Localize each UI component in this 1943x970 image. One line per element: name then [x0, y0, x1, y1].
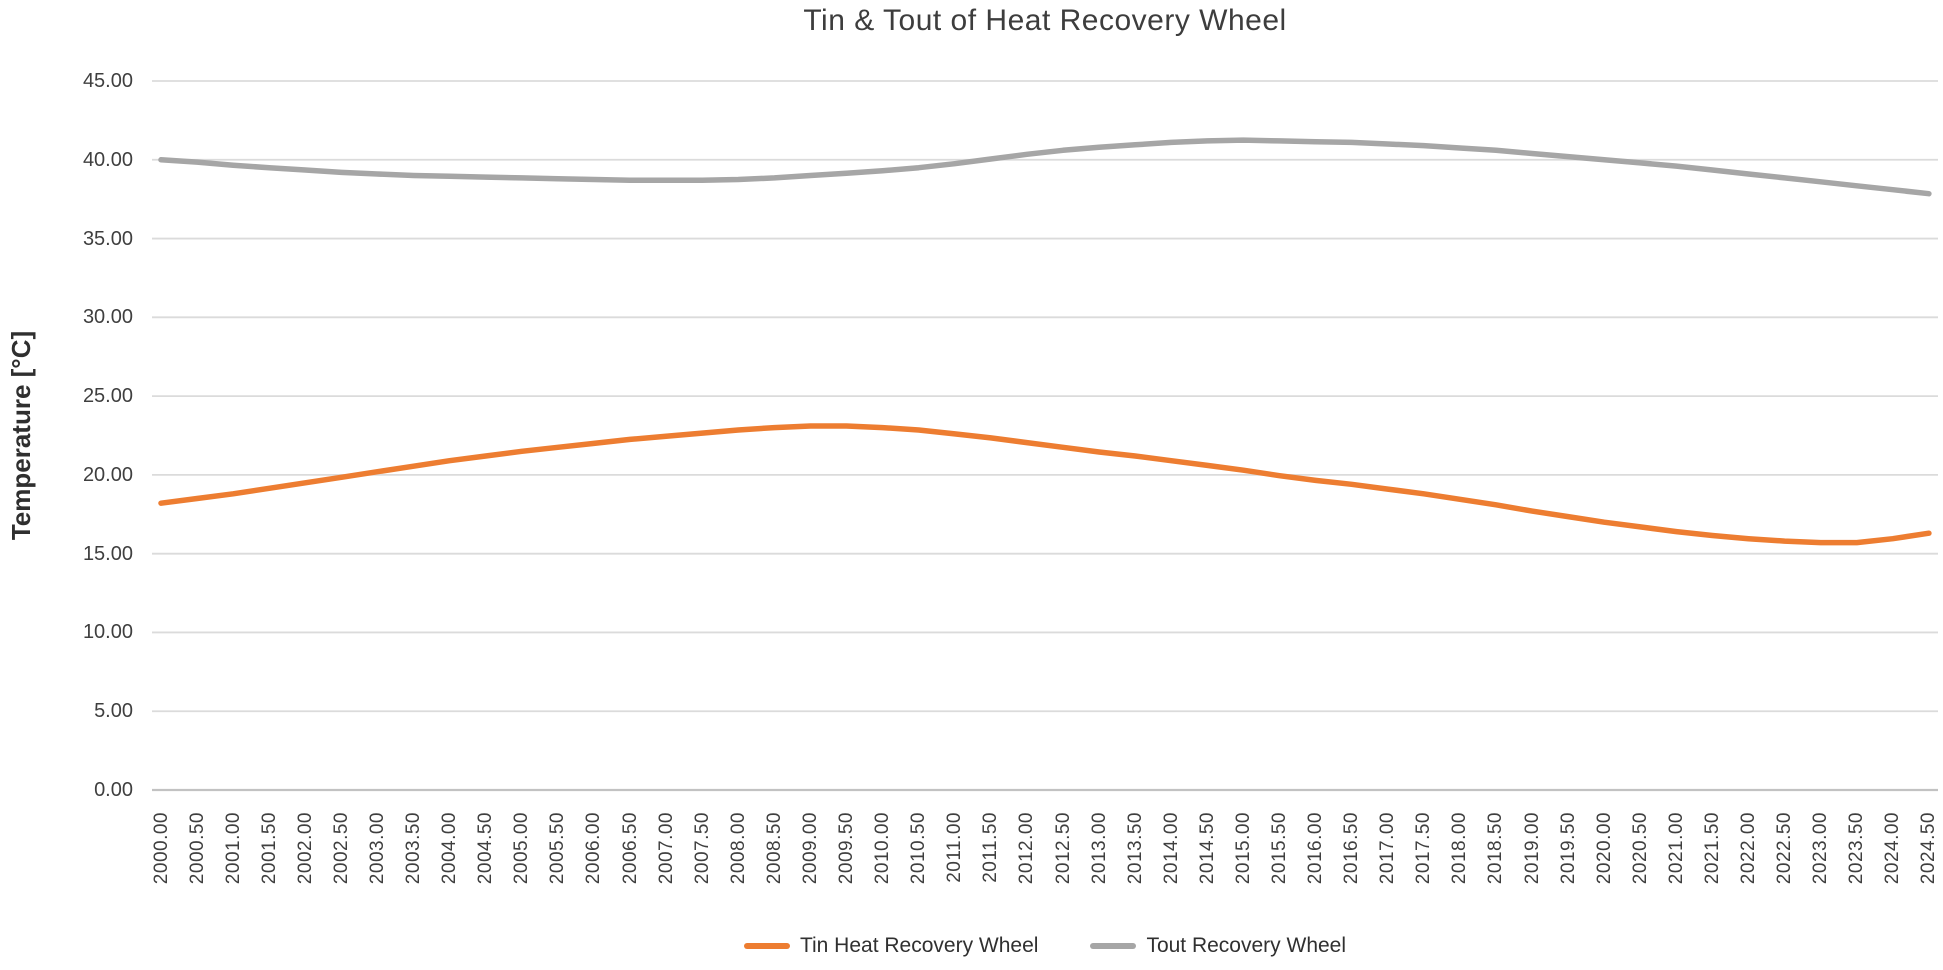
x-tick-label: 2023.50: [1846, 812, 1868, 885]
x-tick-label: 2018.50: [1485, 812, 1507, 885]
x-tick-label: 2020.00: [1593, 812, 1615, 885]
x-tick-label: 2015.50: [1268, 812, 1290, 885]
y-tick-label: 15.00: [82, 542, 133, 565]
x-tick-label: 2009.50: [836, 812, 858, 885]
x-tick-label: 2010.50: [908, 812, 930, 885]
x-tick-label: 2001.00: [222, 812, 244, 885]
x-tick-label: 2000.00: [150, 812, 172, 885]
y-tick-label: 25.00: [82, 385, 133, 408]
y-tick-label: 40.00: [82, 148, 133, 171]
x-tick-label: 2016.00: [1305, 812, 1327, 885]
x-tick-label: 2002.50: [330, 812, 352, 885]
x-tick-label: 2011.50: [980, 812, 1002, 883]
x-tick-label: 2005.00: [511, 812, 533, 885]
series-line-tin: [158, 423, 1932, 546]
legend-label-tin: Tin Heat Recovery Wheel: [799, 934, 1039, 957]
x-tick-label: 2014.50: [1196, 812, 1218, 885]
x-tick-label: 2024.50: [1918, 812, 1940, 885]
y-tick-label: 35.00: [82, 227, 133, 250]
tout-line-swatch-icon: [1090, 943, 1137, 949]
legend-label-tout: Tout Recovery Wheel: [1146, 934, 1347, 957]
chart-title: Tin & Tout of Heat Recovery Wheel: [803, 4, 1287, 37]
y-tick-label: 10.00: [82, 621, 133, 644]
legend-item-tin: Tin Heat Recovery Wheel: [743, 934, 1039, 958]
x-tick-label: 2023.00: [1810, 812, 1832, 885]
x-tick-label: 2014.00: [1160, 812, 1182, 885]
x-tick-label: 2008.50: [763, 812, 785, 885]
x-tick-label: 2024.00: [1882, 812, 1904, 885]
x-tick-label: 2002.00: [294, 812, 316, 885]
x-tick-label: 2006.50: [619, 812, 641, 885]
y-tick-label: 5.00: [94, 700, 133, 723]
x-tick-label: 2022.50: [1774, 812, 1796, 885]
x-tick-label: 2008.00: [727, 812, 749, 885]
y-axis-title: Temperature [°C]: [6, 330, 36, 541]
legend-item-tout: Tout Recovery Wheel: [1090, 934, 1346, 958]
legend: Tin Heat Recovery Wheel Tout Recovery Wh…: [152, 934, 1938, 958]
tin-line-swatch-icon: [743, 943, 790, 949]
y-tick-label: 20.00: [82, 463, 133, 486]
x-tick-label: 2012.00: [1016, 812, 1038, 885]
x-tick-label: 2021.00: [1665, 812, 1687, 885]
x-tick-label: 2020.50: [1629, 812, 1651, 885]
x-tick-label: 2003.00: [366, 812, 388, 885]
x-tick-label: 2010.00: [872, 812, 894, 885]
y-tick-label: 45.00: [82, 70, 133, 92]
x-tick-label: 2005.50: [547, 812, 569, 885]
x-tick-label: 2016.50: [1341, 812, 1363, 885]
x-tick-label: 2017.00: [1377, 812, 1399, 885]
x-tick-label: 2019.00: [1521, 812, 1543, 885]
y-tick-label: 30.00: [82, 306, 133, 329]
x-tick-label: 2004.50: [475, 812, 497, 885]
x-tick-label: 2006.00: [583, 812, 605, 885]
x-tick-label: 2015.00: [1232, 812, 1254, 885]
x-tick-label: 2013.50: [1124, 812, 1146, 885]
x-tick-label: 2003.50: [403, 812, 425, 885]
x-tick-label: 2018.00: [1449, 812, 1471, 885]
x-tick-label: 2009.00: [799, 812, 821, 885]
x-tick-label: 2022.00: [1738, 812, 1760, 885]
x-tick-label: 2017.50: [1413, 812, 1435, 885]
series-line-tout: [158, 137, 1932, 197]
x-tick-label: 2004.00: [439, 812, 461, 885]
x-tick-label: 2007.00: [655, 812, 677, 885]
x-tick-label: 2007.50: [691, 812, 713, 885]
y-tick-label: 0.00: [94, 779, 133, 801]
x-tick-label: 2021.50: [1701, 812, 1723, 885]
x-tick-label: 2019.50: [1557, 812, 1579, 885]
x-tick-label: 2000.50: [186, 812, 208, 885]
x-tick-label: 2012.50: [1052, 812, 1074, 885]
x-tick-label: 2011.00: [944, 812, 966, 883]
x-tick-label: 2001.50: [258, 812, 280, 885]
x-tick-label: 2013.00: [1088, 812, 1110, 885]
